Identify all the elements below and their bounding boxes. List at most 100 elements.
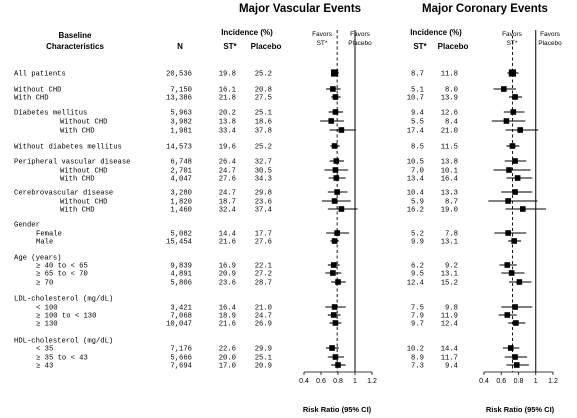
risk-ratio-marker	[501, 86, 507, 92]
row-incidence-placebo: 17.7	[255, 231, 272, 239]
risk-ratio-marker	[338, 206, 345, 212]
row-incidence-st: 12.4	[407, 280, 424, 288]
panel-title-coronary: Major Coronary Events	[422, 3, 548, 15]
risk-ratio-marker	[504, 312, 511, 318]
row-incidence-placebo: 37.8	[255, 128, 272, 136]
header-characteristics: Characteristics	[46, 42, 104, 51]
risk-ratio-marker	[511, 238, 517, 244]
x-axis-tick-label: 1.2	[548, 378, 558, 385]
header-st-coronary: ST*	[413, 42, 427, 51]
row-incidence-placebo: 14.4	[441, 346, 458, 354]
risk-ratio-marker	[508, 270, 515, 276]
row-incidence-placebo: 11.5	[441, 144, 458, 152]
row-incidence-placebo: 21.0	[441, 128, 458, 136]
row-incidence-st: 33.4	[219, 128, 236, 136]
header-incidence-coronary: Incidence (%)	[410, 28, 462, 37]
row-incidence-placebo: 13.8	[441, 159, 458, 167]
row-incidence-placebo: 11.9	[441, 313, 458, 321]
row-label: Cerebrovascular disease	[14, 190, 113, 198]
x-axis-tick-label: 0.4	[479, 378, 489, 385]
row-incidence-st: 21.8	[219, 95, 236, 103]
x-axis-tick-label: 1	[353, 378, 357, 385]
header-placebo-coronary: Placebo	[438, 42, 469, 51]
row-label: With CHD	[14, 95, 49, 103]
row-incidence-placebo: 9.8	[445, 305, 458, 313]
row-label: < 35	[36, 346, 53, 354]
risk-ratio-marker	[512, 304, 518, 310]
risk-ratio-marker	[338, 127, 345, 133]
row-incidence-placebo: 19.0	[441, 207, 458, 215]
x-axis-tick-label: 0.4	[299, 378, 309, 385]
x-axis-tick-label: 0.8	[514, 378, 524, 385]
row-incidence-placebo: 13.3	[441, 190, 458, 198]
row-incidence-st: 21.6	[219, 321, 236, 329]
row-label: Peripheral vascular disease	[14, 159, 130, 167]
row-incidence-st: 16.4	[219, 305, 236, 313]
row-incidence-st: 19.8	[219, 71, 236, 79]
row-incidence-placebo: 29.9	[255, 346, 272, 354]
favors-placebo-label-coronary: Favors	[540, 31, 561, 38]
row-incidence-st: 6.2	[411, 263, 424, 271]
row-incidence-st: 24.7	[219, 190, 236, 198]
row-n: 6,748	[170, 159, 192, 167]
row-incidence-placebo: 13.9	[441, 95, 458, 103]
row-label: Diabetes mellitus	[14, 110, 87, 118]
x-axis-tick-label: 1.2	[367, 378, 377, 385]
row-label: With CHD	[60, 176, 95, 184]
row-incidence-st: 18.7	[219, 199, 236, 207]
risk-ratio-marker	[512, 94, 518, 100]
row-label: Without CHD	[14, 87, 61, 95]
row-incidence-placebo: 7.8	[445, 231, 458, 239]
row-incidence-placebo: 12.4	[441, 321, 458, 329]
risk-ratio-marker	[512, 354, 518, 360]
header-n: N	[177, 42, 183, 51]
row-label: Without CHD	[60, 168, 107, 176]
risk-ratio-marker	[331, 69, 339, 77]
row-incidence-placebo: 20.9	[255, 363, 272, 371]
row-incidence-placebo: 37.4	[255, 207, 272, 215]
row-incidence-st: 27.6	[219, 176, 236, 184]
risk-ratio-marker	[513, 320, 519, 326]
row-incidence-st: 9.7	[411, 321, 424, 329]
row-incidence-st: 20.9	[219, 271, 236, 279]
row-n: 4,047	[170, 176, 192, 184]
row-incidence-st: 13.4	[407, 176, 424, 184]
row-n: 1,460	[170, 207, 192, 215]
row-incidence-placebo: 16.4	[441, 176, 458, 184]
row-n: 5,082	[170, 231, 192, 239]
row-n: 7,150	[170, 87, 192, 95]
risk-ratio-marker	[332, 354, 339, 360]
risk-ratio-marker	[334, 189, 340, 195]
favors-st-label-vascular: Favors	[312, 31, 333, 38]
risk-ratio-marker	[332, 320, 339, 326]
x-axis-tick-label: 0.8	[333, 378, 343, 385]
row-n: 7,068	[170, 313, 192, 321]
row-incidence-placebo: 9.2	[445, 263, 458, 271]
row-incidence-placebo: 27.6	[255, 239, 272, 247]
row-n: 14,573	[166, 144, 192, 152]
favors-placebo-label-vascular: Favors	[350, 31, 371, 38]
risk-ratio-marker	[330, 312, 337, 318]
row-incidence-placebo: 20.8	[255, 87, 272, 95]
row-incidence-st: 16.2	[407, 207, 424, 215]
row-incidence-placebo: 27.2	[255, 271, 272, 279]
risk-ratio-marker	[517, 127, 524, 133]
risk-ratio-marker	[513, 362, 520, 368]
row-label: With CHD	[60, 128, 95, 136]
row-incidence-st: 7.3	[411, 363, 424, 371]
row-incidence-placebo: 28.7	[255, 280, 272, 288]
risk-ratio-marker	[330, 262, 337, 268]
risk-ratio-marker	[335, 362, 341, 368]
row-incidence-placebo: 11.7	[441, 355, 458, 363]
x-axis-tick-label: 0.6	[496, 378, 506, 385]
row-label: LDL-cholesterol (mg/dL)	[14, 296, 113, 304]
row-incidence-st: 9.5	[411, 271, 424, 279]
risk-ratio-marker	[330, 86, 336, 92]
row-incidence-placebo: 27.5	[255, 95, 272, 103]
row-incidence-placebo: 25.1	[255, 355, 272, 363]
row-incidence-placebo: 24.7	[255, 313, 272, 321]
row-incidence-st: 24.7	[219, 168, 236, 176]
row-label: ≥ 40 to < 65	[36, 263, 88, 271]
row-n: 1,820	[170, 199, 192, 207]
favors-st-label-coronary: Favors	[502, 31, 523, 38]
